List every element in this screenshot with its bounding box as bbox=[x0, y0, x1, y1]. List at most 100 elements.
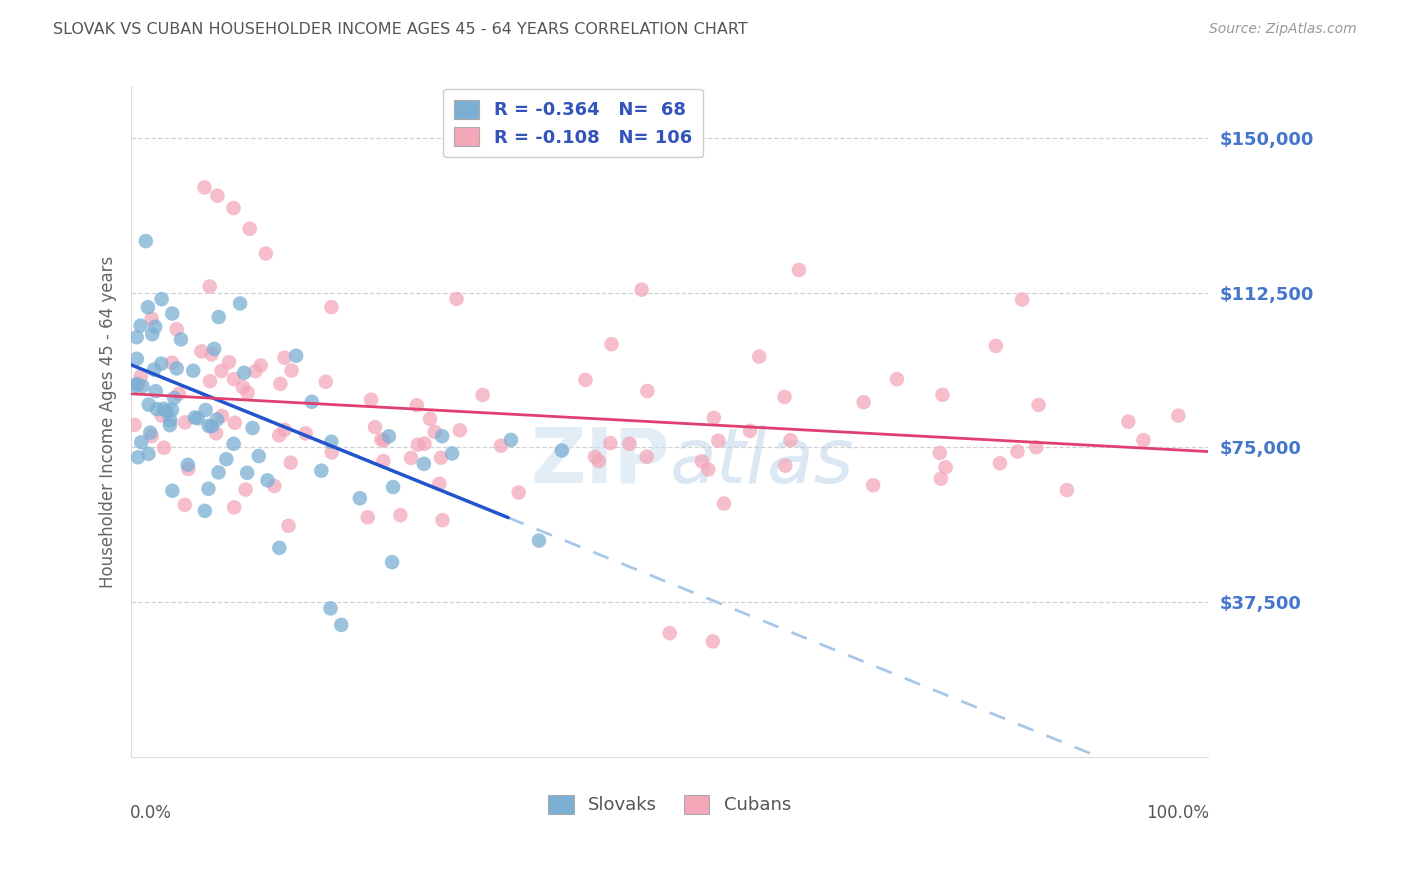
Point bbox=[141, 429, 163, 443]
Point bbox=[236, 466, 259, 480]
Point bbox=[159, 418, 181, 433]
Point bbox=[174, 416, 197, 430]
Point bbox=[599, 436, 621, 450]
Point bbox=[256, 474, 278, 488]
Point bbox=[146, 402, 169, 417]
Point bbox=[153, 401, 176, 416]
Point bbox=[489, 439, 512, 453]
Point bbox=[588, 454, 610, 468]
Point bbox=[198, 279, 221, 293]
Point bbox=[200, 347, 222, 361]
Point bbox=[988, 456, 1011, 470]
Point bbox=[194, 504, 217, 518]
Point bbox=[233, 366, 256, 380]
Point bbox=[163, 391, 186, 405]
Point bbox=[311, 464, 333, 478]
Point bbox=[382, 480, 405, 494]
Point bbox=[205, 426, 228, 441]
Point bbox=[222, 372, 245, 386]
Point bbox=[193, 180, 215, 194]
Point bbox=[357, 510, 380, 524]
Point bbox=[153, 441, 176, 455]
Point bbox=[143, 362, 166, 376]
Point bbox=[150, 409, 173, 423]
Point bbox=[160, 356, 183, 370]
Point bbox=[155, 404, 177, 418]
Point bbox=[235, 483, 257, 497]
Point bbox=[273, 351, 295, 365]
Point bbox=[167, 387, 190, 401]
Point bbox=[929, 472, 952, 486]
Point bbox=[378, 429, 401, 443]
Point bbox=[124, 417, 146, 432]
Point bbox=[707, 434, 730, 448]
Point bbox=[138, 447, 160, 461]
Point bbox=[201, 419, 224, 434]
Point bbox=[125, 330, 148, 344]
Point bbox=[1118, 415, 1140, 429]
Point bbox=[886, 372, 908, 386]
Point bbox=[702, 634, 724, 648]
Point bbox=[984, 339, 1007, 353]
Point bbox=[405, 398, 427, 412]
Point bbox=[430, 450, 453, 465]
Point bbox=[349, 491, 371, 506]
Point bbox=[197, 418, 219, 433]
Point bbox=[184, 410, 207, 425]
Point bbox=[229, 296, 252, 310]
Point bbox=[208, 310, 231, 324]
Point bbox=[159, 413, 181, 427]
Point bbox=[269, 541, 291, 555]
Point bbox=[630, 283, 652, 297]
Point bbox=[273, 423, 295, 437]
Point bbox=[139, 425, 162, 440]
Point bbox=[232, 380, 254, 394]
Point bbox=[1132, 433, 1154, 447]
Point bbox=[419, 412, 441, 426]
Point bbox=[1167, 409, 1189, 423]
Point bbox=[150, 357, 173, 371]
Point bbox=[222, 437, 245, 451]
Point bbox=[703, 410, 725, 425]
Point bbox=[432, 513, 454, 527]
Point bbox=[399, 450, 422, 465]
Point bbox=[373, 454, 395, 468]
Point bbox=[145, 384, 167, 398]
Point bbox=[1007, 444, 1029, 458]
Point bbox=[748, 350, 770, 364]
Point bbox=[129, 369, 152, 384]
Point bbox=[1011, 293, 1033, 307]
Point bbox=[211, 409, 233, 423]
Point bbox=[239, 221, 262, 235]
Point bbox=[373, 434, 395, 448]
Point bbox=[150, 292, 173, 306]
Text: 100.0%: 100.0% bbox=[1146, 804, 1209, 822]
Point bbox=[170, 332, 193, 346]
Point bbox=[294, 426, 316, 441]
Point bbox=[406, 438, 429, 452]
Point bbox=[160, 403, 183, 417]
Point bbox=[430, 429, 453, 443]
Point bbox=[446, 292, 468, 306]
Point bbox=[527, 533, 550, 548]
Point bbox=[787, 263, 810, 277]
Point bbox=[207, 466, 229, 480]
Point bbox=[222, 201, 245, 215]
Point bbox=[738, 424, 761, 438]
Point bbox=[128, 377, 150, 392]
Point bbox=[125, 378, 148, 392]
Point bbox=[129, 435, 152, 450]
Point bbox=[224, 500, 246, 515]
Point bbox=[636, 384, 658, 398]
Point bbox=[412, 457, 434, 471]
Point bbox=[263, 479, 285, 493]
Point bbox=[935, 460, 957, 475]
Point bbox=[207, 188, 229, 202]
Point bbox=[574, 373, 596, 387]
Point bbox=[280, 363, 302, 377]
Point bbox=[319, 601, 342, 615]
Point bbox=[389, 508, 412, 523]
Point bbox=[508, 485, 530, 500]
Point bbox=[160, 307, 183, 321]
Point bbox=[713, 497, 735, 511]
